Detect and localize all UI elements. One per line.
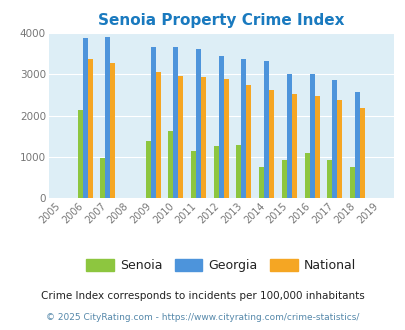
- Bar: [100, 158, 105, 198]
- Bar: [281, 160, 286, 198]
- Bar: [337, 100, 341, 198]
- Bar: [150, 47, 155, 198]
- Bar: [264, 61, 269, 198]
- Bar: [145, 141, 150, 198]
- Bar: [105, 37, 110, 198]
- Bar: [286, 74, 291, 198]
- Text: Crime Index corresponds to incidents per 100,000 inhabitants: Crime Index corresponds to incidents per…: [41, 291, 364, 301]
- Bar: [223, 79, 228, 198]
- Bar: [155, 72, 160, 198]
- Bar: [191, 150, 196, 198]
- Bar: [82, 38, 87, 198]
- Bar: [241, 59, 246, 198]
- Bar: [309, 74, 314, 198]
- Bar: [326, 160, 331, 198]
- Bar: [314, 96, 319, 198]
- Bar: [196, 49, 200, 198]
- Bar: [291, 94, 296, 198]
- Bar: [77, 110, 82, 198]
- Bar: [354, 92, 359, 198]
- Text: © 2025 CityRating.com - https://www.cityrating.com/crime-statistics/: © 2025 CityRating.com - https://www.city…: [46, 313, 359, 322]
- Bar: [178, 76, 183, 198]
- Legend: Senoia, Georgia, National: Senoia, Georgia, National: [81, 254, 360, 277]
- Bar: [258, 167, 264, 198]
- Bar: [168, 131, 173, 198]
- Bar: [236, 145, 241, 198]
- Bar: [110, 63, 115, 198]
- Bar: [304, 152, 309, 198]
- Bar: [246, 85, 251, 198]
- Title: Senoia Property Crime Index: Senoia Property Crime Index: [98, 13, 344, 28]
- Bar: [218, 56, 223, 198]
- Bar: [349, 167, 354, 198]
- Bar: [213, 147, 218, 198]
- Bar: [359, 108, 364, 198]
- Bar: [87, 59, 92, 198]
- Bar: [269, 90, 273, 198]
- Bar: [200, 77, 206, 198]
- Bar: [173, 48, 178, 198]
- Bar: [331, 80, 337, 198]
